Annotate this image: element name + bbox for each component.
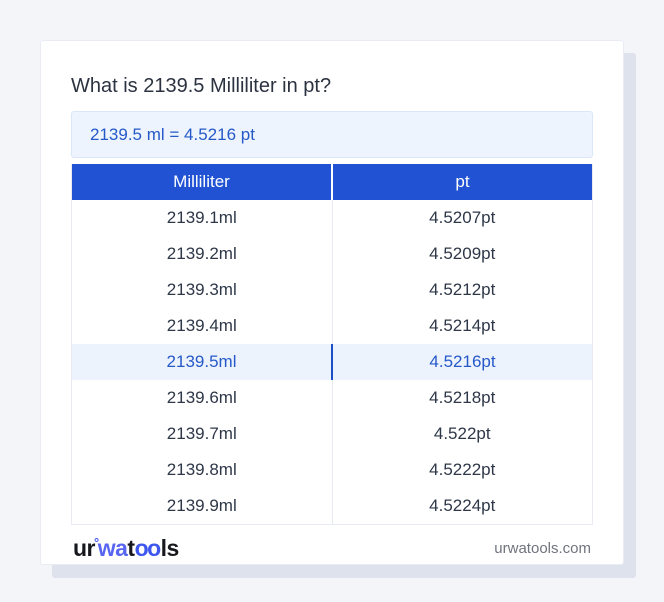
degree-icon: °	[94, 534, 99, 550]
table-row: 2139.2ml 4.5209pt	[72, 236, 592, 272]
table-row: 2139.4ml 4.5214pt	[72, 308, 592, 344]
glasses-icon: oo	[134, 534, 162, 561]
cell-ml: 2139.3ml	[72, 272, 333, 308]
cell-ml: 2139.4ml	[72, 308, 333, 344]
logo-text-ls: ls	[160, 534, 180, 561]
cell-ml: 2139.7ml	[72, 416, 333, 452]
conversion-table: Milliliter pt 2139.1ml 4.5207pt 2139.2ml…	[71, 164, 593, 525]
logo-text-ur: ur	[73, 534, 96, 561]
cell-pt: 4.5207pt	[429, 208, 496, 227]
card-footer: ur°watools urwatools.com	[71, 525, 593, 567]
page-title: What is 2139.5 Milliliter in pt?	[71, 75, 332, 97]
table-row-highlighted[interactable]: 2139.5ml 4.5216pt	[72, 344, 592, 380]
table-row: 2139.1ml 4.5207pt	[72, 200, 592, 236]
cell-pt: 4.5209pt	[429, 244, 496, 263]
logo-text-t: t	[127, 534, 135, 561]
table-header-pt: pt	[332, 164, 592, 200]
cell-pt: 4.5224pt	[429, 496, 496, 515]
cell-pt-highlighted[interactable]: 4.5216pt	[429, 352, 496, 371]
logo-text-wa: wa	[97, 534, 128, 561]
conversion-result-box: 2139.5 ml = 4.5216 pt	[71, 111, 593, 158]
cell-ml-highlighted[interactable]: 2139.5ml	[72, 344, 333, 380]
cell-pt: 4.5218pt	[429, 388, 496, 407]
table-row: 2139.3ml 4.5212pt	[72, 272, 592, 308]
table-row: 2139.7ml 4.522pt	[72, 416, 592, 452]
cell-pt: 4.522pt	[433, 424, 491, 443]
cell-pt: 4.5212pt	[429, 280, 496, 299]
cell-ml: 2139.9ml	[72, 488, 333, 524]
conversion-result-text: 2139.5 ml = 4.5216 pt	[90, 124, 255, 144]
cell-pt: 4.5214pt	[429, 316, 496, 335]
cell-ml: 2139.1ml	[72, 200, 333, 236]
table-row: 2139.9ml 4.5224pt	[72, 488, 592, 524]
table-header-milliliter: Milliliter	[72, 164, 333, 200]
cell-ml: 2139.6ml	[72, 380, 333, 416]
table-row: 2139.6ml 4.5218pt	[72, 380, 592, 416]
table-row: 2139.8ml 4.5222pt	[72, 452, 592, 488]
cell-ml: 2139.2ml	[72, 236, 333, 272]
cell-ml: 2139.8ml	[72, 452, 333, 488]
site-domain-text: urwatools.com	[494, 539, 591, 557]
table-header-row: Milliliter pt	[72, 164, 592, 200]
urwatools-logo[interactable]: ur°watools	[73, 535, 179, 562]
cell-pt: 4.5222pt	[429, 460, 496, 479]
conversion-card: What is 2139.5 Milliliter in pt? 2139.5 …	[40, 40, 624, 565]
